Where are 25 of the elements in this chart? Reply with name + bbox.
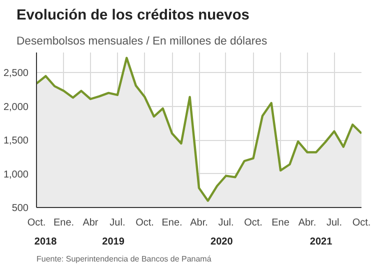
x-tick-label: Jul. <box>218 218 234 228</box>
x-tick-label: Oct. <box>244 218 262 228</box>
chart-subtitle: Desembolsos mensuales / En millones de dólares <box>16 36 268 48</box>
text: 2020 <box>210 236 234 248</box>
x-tick-label: Ene. <box>162 218 182 228</box>
y-tick-label: 2,500 <box>3 68 29 80</box>
chart-title: Evolución de los créditos nuevos <box>16 8 250 24</box>
x-tick-label: Oct. <box>352 218 371 228</box>
x-tick-label: Ene <box>272 218 290 228</box>
x-tick-label: Oct. <box>136 218 154 228</box>
x-tick-label: Abr. <box>298 218 316 228</box>
text: 2018 <box>34 236 58 248</box>
text: 2019 <box>102 236 125 248</box>
x-tick-label: Jul. <box>326 218 342 228</box>
y-tick-label: 2,000 <box>3 102 29 113</box>
text: 2021 <box>310 236 333 248</box>
x-tick-label: Abr. <box>190 218 208 228</box>
x-tick-label: Oct. <box>27 218 46 228</box>
y-tick-label: 500 <box>12 203 29 214</box>
x-tick-label: Jul. <box>110 218 126 228</box>
y-tick-label: 1,000 <box>3 169 29 180</box>
x-tick-label: Ene. <box>53 218 74 228</box>
y-tick-label: 1,500 <box>3 136 29 147</box>
source-note: Fuente: Superintendencia de Bancos de Panamá <box>36 254 212 264</box>
x-tick-label: Abr <box>82 218 99 228</box>
